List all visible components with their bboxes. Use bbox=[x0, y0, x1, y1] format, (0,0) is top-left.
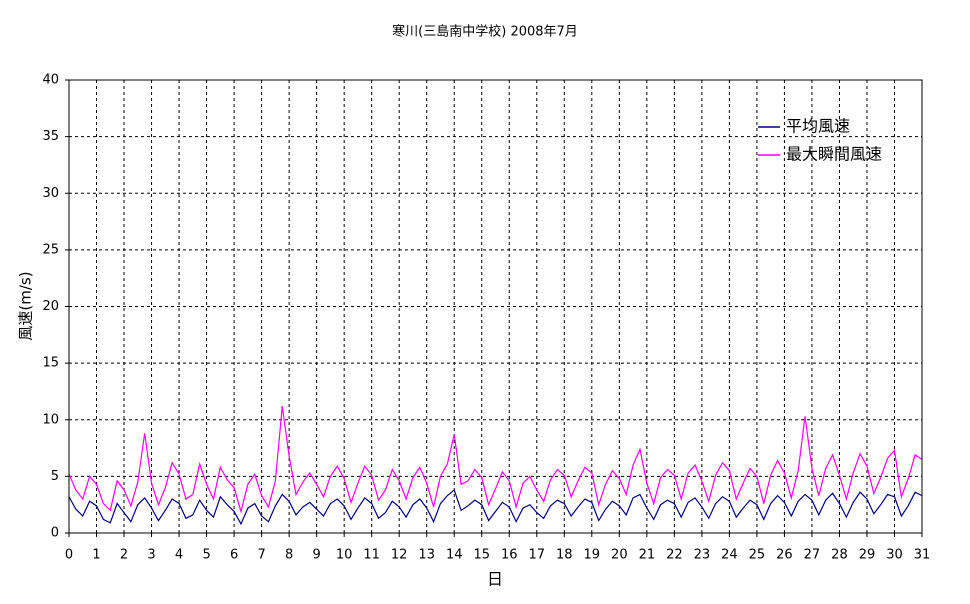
y-tick-label: 40 bbox=[42, 73, 59, 88]
x-tick-label: 12 bbox=[391, 548, 408, 563]
legend-label: 平均風速 bbox=[786, 117, 850, 136]
x-tick-label: 10 bbox=[336, 548, 353, 563]
x-tick-label: 20 bbox=[611, 548, 628, 563]
x-tick-label: 23 bbox=[694, 548, 711, 563]
x-tick-label: 27 bbox=[804, 548, 821, 563]
y-tick-label: 30 bbox=[42, 186, 59, 201]
plot-frame bbox=[68, 79, 923, 534]
x-tick-label: 3 bbox=[147, 548, 155, 563]
x-tick-label: 21 bbox=[639, 548, 656, 563]
x-tick-label: 9 bbox=[313, 548, 321, 563]
y-tick-label: 20 bbox=[42, 299, 59, 314]
x-tick-label: 7 bbox=[257, 548, 265, 563]
x-tick-label: 13 bbox=[418, 548, 435, 563]
x-tick-label: 14 bbox=[446, 548, 463, 563]
x-tick-label: 4 bbox=[175, 548, 183, 563]
x-tick-label: 15 bbox=[473, 548, 490, 563]
x-tick-label: 11 bbox=[363, 548, 380, 563]
x-tick-label: 30 bbox=[886, 548, 903, 563]
x-tick-label: 17 bbox=[529, 548, 546, 563]
x-tick-label: 16 bbox=[501, 548, 518, 563]
y-tick-label: 25 bbox=[42, 242, 59, 257]
x-tick-label: 18 bbox=[556, 548, 573, 563]
chart-title: 寒川(三島南中学校) 2008年7月 bbox=[392, 24, 578, 40]
x-tick-label: 8 bbox=[285, 548, 293, 563]
y-tick-label: 15 bbox=[42, 356, 59, 371]
x-axis-label: 日 bbox=[487, 570, 503, 589]
x-tick-label: 0 bbox=[65, 548, 73, 563]
y-tick-label: 5 bbox=[51, 469, 59, 484]
x-tick-label: 31 bbox=[914, 548, 931, 563]
x-tick-label: 29 bbox=[859, 548, 876, 563]
x-tick-label: 2 bbox=[120, 548, 128, 563]
x-tick-label: 25 bbox=[749, 548, 766, 563]
legend-label: 最大瞬間風速 bbox=[786, 145, 882, 164]
x-tick-label: 28 bbox=[831, 548, 848, 563]
x-tick-label: 5 bbox=[202, 548, 210, 563]
x-tick-label: 19 bbox=[584, 548, 601, 563]
y-tick-label: 35 bbox=[42, 129, 59, 144]
y-tick-label: 10 bbox=[42, 412, 59, 427]
y-axis-label: 風速(m/s) bbox=[17, 271, 35, 340]
x-tick-label: 1 bbox=[92, 548, 100, 563]
x-tick-label: 24 bbox=[721, 548, 738, 563]
x-tick-label: 6 bbox=[230, 548, 238, 563]
series-line bbox=[68, 488, 923, 526]
x-tick-label: 22 bbox=[666, 548, 683, 563]
y-tick-label: 0 bbox=[51, 526, 59, 541]
x-tick-label: 26 bbox=[776, 548, 793, 563]
series-line bbox=[68, 406, 923, 514]
